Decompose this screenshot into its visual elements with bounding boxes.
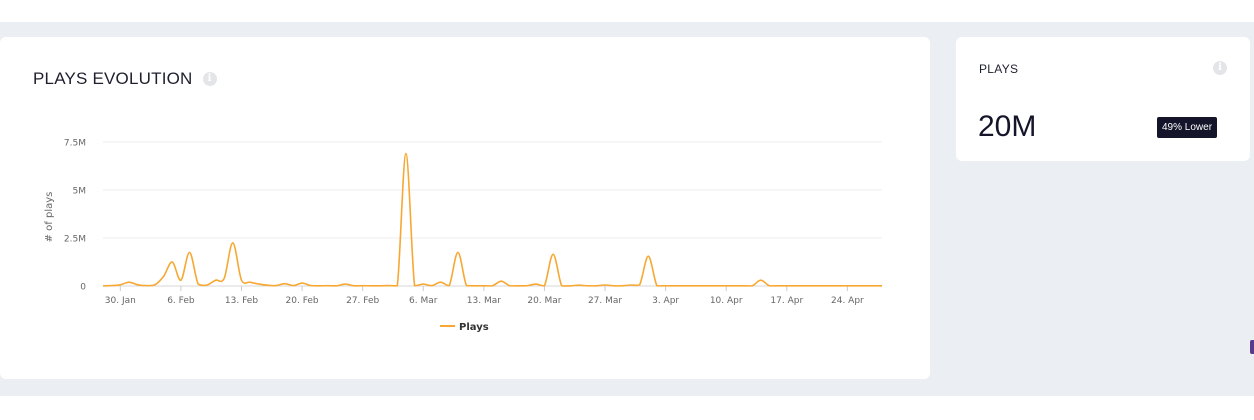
plays-evolution-header: PLAYS EVOLUTION i <box>33 68 217 90</box>
x-tick-label: 24. Apr <box>831 296 864 306</box>
info-icon[interactable]: i <box>1213 61 1227 75</box>
y-tick-label: 5M <box>73 187 87 197</box>
x-tick-label: 30. Jan <box>105 296 136 306</box>
y-tick-label: 2.5M <box>64 235 86 245</box>
x-tick-label: 27. Mar <box>588 296 622 306</box>
comparison-badge: 49% Lower <box>1157 117 1218 138</box>
x-tick-label: 6. Feb <box>167 296 195 306</box>
plays-series-line <box>102 152 882 287</box>
x-tick-label: 13. Feb <box>225 296 258 306</box>
x-tick-label: 20. Feb <box>286 296 319 306</box>
x-tick-label: 17. Apr <box>770 296 803 306</box>
x-tick-label: 6. Mar <box>409 296 438 306</box>
plays-line-chart: 0 2.5M 5M 7.5M # of plays 30. Jan 6. Feb 13. Fe… <box>44 139 882 333</box>
x-tick-label: 27. Feb <box>346 296 379 306</box>
plays-total-value: 20M <box>978 110 1037 143</box>
y-axis-title: # of plays <box>44 192 55 243</box>
info-icon[interactable]: i <box>202 72 217 86</box>
x-tick-label: 3. Apr <box>652 296 679 306</box>
x-tick-label: 20. Mar <box>527 296 561 306</box>
plays-summary-card <box>956 37 1250 161</box>
plays-label: PLAYS <box>979 62 1019 76</box>
plays-evolution-title: PLAYS EVOLUTION <box>33 69 193 88</box>
y-tick-label: 0 <box>80 283 86 293</box>
plays-evolution-card <box>0 37 930 379</box>
x-tick-label: 13. Mar <box>467 296 501 306</box>
edge-marker <box>1250 340 1254 354</box>
x-tick-label: 10. Apr <box>710 296 743 306</box>
legend-label: Plays <box>459 322 489 333</box>
y-tick-label: 7.5M <box>64 139 86 149</box>
